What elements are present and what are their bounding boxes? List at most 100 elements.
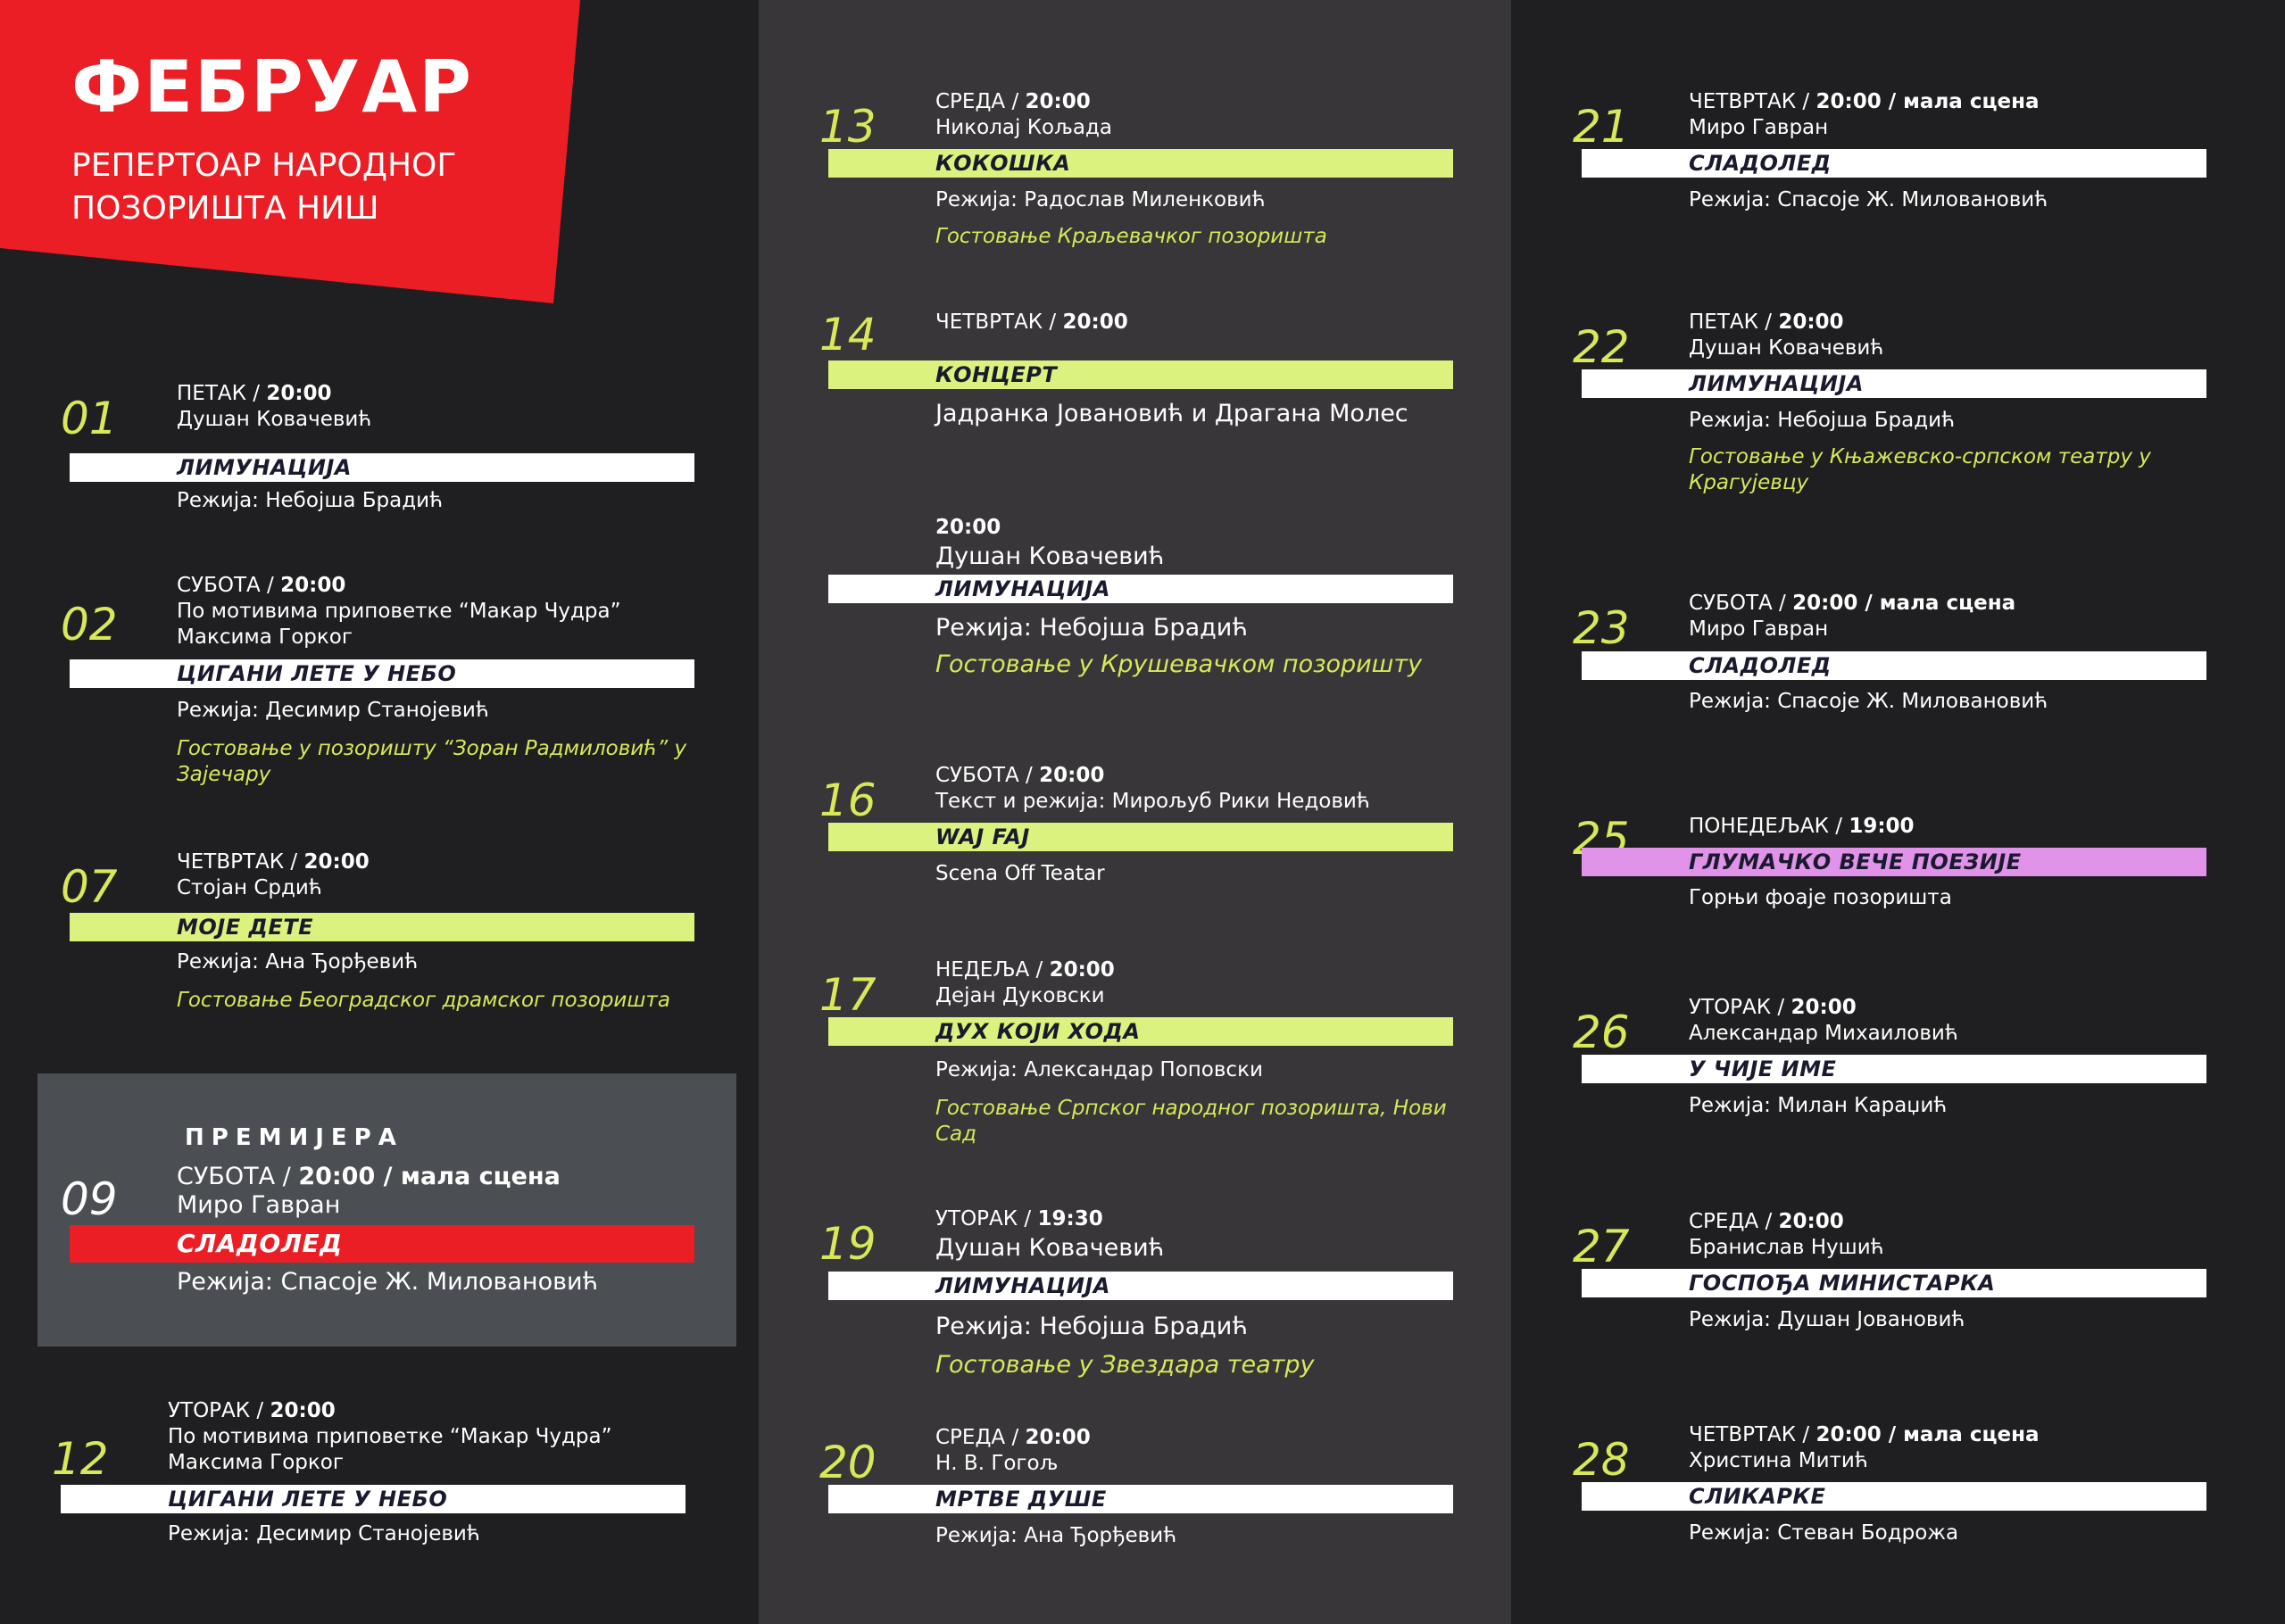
date-number: 16 xyxy=(819,775,877,826)
date-number: 23 xyxy=(1573,602,1630,654)
author-line: Стојан Срдић xyxy=(177,876,322,899)
date-number: 26 xyxy=(1573,1007,1630,1058)
schedule-entry: 20:00 Душан Ковачевић ЛИМУНАЦИЈА Режија: Не… xyxy=(819,518,1462,714)
schedule-entry: 13 СРЕДА / 20:00 Николај Кољада КОКОШКА Режи… xyxy=(819,92,1462,288)
title-bar: ГЛУМАЧКО ВЕЧЕ ПОЕЗИЈЕ xyxy=(1582,848,2206,876)
day-time-line: СУБОТА / 20:00 xyxy=(177,574,346,597)
director-line: Режија: Десимир Станојевић xyxy=(177,699,489,722)
schedule-entry: 25 ПОНЕДЕЉАК / 19:00 ГЛУМАЧКО ВЕЧЕ ПОЕЗИЈЕ… xyxy=(1573,816,2215,1013)
play-title: ЛИМУНАЦИЈА xyxy=(1689,371,1864,396)
director-line: Режија: Стеван Бодрожа xyxy=(1689,1521,1959,1545)
title-bar: ДУХ КОЈИ ХОДА xyxy=(828,1017,1453,1046)
guest-note: Гостовање у Звездара театру xyxy=(935,1351,1315,1379)
day-time-line: 20:00 xyxy=(935,516,1001,539)
director-line: Режија: Небојша Брадић xyxy=(1689,409,1956,432)
title-bar: СЛАДОЛЕД xyxy=(1582,651,2206,680)
play-title: ЦИГАНИ ЛЕТЕ У НЕБО xyxy=(177,661,457,686)
schedule-entry: 12 УТОРАК / 20:00 По мотивима приповетке “… xyxy=(52,1401,694,1597)
day-time-line: ЧЕТВРТАК / 20:00 / мала сцена xyxy=(1689,90,2040,113)
author-line: Душан Ковачевић xyxy=(1689,336,1884,360)
author-line: Душан Ковачевић xyxy=(935,1234,1165,1262)
director-line: Режија: Милан Караџић xyxy=(1689,1094,1948,1117)
guest-note: Гостовање у Књажевско-српском театру у К… xyxy=(1689,445,2151,494)
director-line: Режија: Небојша Брадић xyxy=(177,489,444,512)
page-subtitle-line1: РЕПЕРТОАР НАРОДНОГ xyxy=(71,147,457,184)
author-line: Миро Гавран xyxy=(1689,617,1829,641)
day-time-line: ЧЕТВРТАК / 20:00 xyxy=(935,311,1128,334)
title-bar: ЛИМУНАЦИЈА xyxy=(828,575,1453,603)
day-time-line: СРЕДА / 20:00 xyxy=(935,90,1091,113)
page-subtitle-line2: ПОЗОРИШТА НИШ xyxy=(71,190,379,227)
title-bar: СЛИКАРКЕ xyxy=(1582,1482,2206,1511)
day-time-line: ПОНЕДЕЉАК / 19:00 xyxy=(1689,815,1915,838)
title-bar: ЛИМУНАЦИЈА xyxy=(828,1272,1453,1300)
day-time-line: ПЕТАК / 20:00 xyxy=(177,382,332,405)
title-bar: WAJ FAJ xyxy=(828,823,1453,851)
director-line: Режија: Небојша Брадић xyxy=(935,1313,1248,1340)
schedule-entry: 26 УТОРАК / 20:00 Александар Михаиловић У Ч… xyxy=(1573,998,2215,1194)
play-title: ЛИМУНАЦИЈА xyxy=(177,455,352,480)
middle-column-background xyxy=(759,0,1511,1624)
title-bar: СЛАДОЛЕД xyxy=(1582,149,2206,178)
schedule-entry: 14 ЧЕТВРТАК / 20:00 КОНЦЕРТ Јадранка Јовано… xyxy=(819,312,1462,509)
schedule-entry: 07 ЧЕТВРТАК / 20:00 Стојан Срдић МОЈЕ ДЕТЕ Р… xyxy=(61,852,703,1048)
author-line: По мотивима приповетке “Макар Чудра” xyxy=(168,1425,612,1448)
day-time-line: ЧЕТВРТАК / 20:00 xyxy=(177,850,370,874)
day-time-line: СУБОТА / 20:00 xyxy=(935,764,1105,787)
play-title: СЛАДОЛЕД xyxy=(1689,151,1832,176)
date-number: 27 xyxy=(1573,1221,1630,1272)
title-bar: ГОСПОЂА МИНИСТАРКА xyxy=(1582,1269,2206,1297)
title-bar: КОКОШКА xyxy=(828,149,1453,178)
date-number: 12 xyxy=(52,1433,109,1485)
date-number: 02 xyxy=(61,599,118,650)
schedule-entry: 20 СРЕДА / 20:00 Н. В. Гогољ МРТВЕ ДУШЕ Режи… xyxy=(819,1428,1462,1624)
director-line: Режија: Душан Јовановић xyxy=(1689,1308,1965,1331)
title-bar: ЛИМУНАЦИЈА xyxy=(70,453,694,482)
premiere-highlight-box xyxy=(37,1073,736,1346)
title-bar: МРТВЕ ДУШЕ xyxy=(828,1485,1453,1513)
author-line: Бранислав Нушић xyxy=(1689,1236,1884,1259)
author-line: Душан Ковачевић xyxy=(177,408,372,431)
premiere-label: ПРЕМИЈЕРА xyxy=(185,1124,403,1151)
author-line: Миро Гавран xyxy=(177,1191,341,1219)
author-line: Александар Михаиловић xyxy=(1689,1022,1958,1045)
play-title: ДУХ КОЈИ ХОДА xyxy=(935,1019,1141,1044)
day-time-line: УТОРАК / 20:00 xyxy=(168,1399,336,1422)
date-number: 21 xyxy=(1573,101,1630,153)
author-line: По мотивима приповетке “Макар Чудра” xyxy=(177,600,621,623)
guest-note: Гостовање Српског народног позоришта, Но… xyxy=(935,1097,1447,1146)
title-bar: У ЧИЈЕ ИМЕ xyxy=(1582,1055,2206,1083)
author-line: Николај Кољада xyxy=(935,116,1112,139)
schedule-entry: 01 ПЕТАК / 20:00 Душан Ковачевић ЛИМУНАЦИЈА… xyxy=(61,384,703,580)
date-number: 17 xyxy=(819,969,877,1021)
date-number: 28 xyxy=(1573,1434,1630,1486)
author-line: Миро Гавран xyxy=(1689,116,1829,139)
schedule-entry: 23 СУБОТА / 20:00 / мала сцена Миро Гавран… xyxy=(1573,593,2215,790)
director-line: Режија: Десимир Станојевић xyxy=(168,1522,480,1545)
title-bar: ЦИГАНИ ЛЕТЕ У НЕБО xyxy=(61,1485,686,1513)
date-number: 01 xyxy=(61,393,118,444)
title-bar: КОНЦЕРТ xyxy=(828,360,1453,389)
schedule-entry: 09 СУБОТА / 20:00 / мала сцена Миро Гавран… xyxy=(61,1164,703,1361)
author-line: Текст и режија: Мирољуб Рики Недовић xyxy=(935,790,1370,813)
schedule-entry: 28 ЧЕТВРТАК / 20:00 / мала сцена Христина … xyxy=(1573,1425,2215,1621)
right-column-background xyxy=(1511,0,2285,1624)
date-number: 13 xyxy=(819,101,877,153)
schedule-entry: 17 НЕДЕЉА / 20:00 Дејан Дуковски ДУХ КОЈИ Х… xyxy=(819,960,1462,1156)
guest-note: Гостовање Београдског драмског позоришта xyxy=(177,989,670,1012)
date-number: 09 xyxy=(61,1173,118,1225)
title-bar: СЛАДОЛЕД xyxy=(70,1225,694,1263)
schedule-entry: 16 СУБОТА / 20:00 Текст и режија: Мирољуб … xyxy=(819,766,1462,962)
play-title: МОЈЕ ДЕТЕ xyxy=(177,915,313,940)
day-time-line: ЧЕТВРТАК / 20:00 / мала сцена xyxy=(1689,1423,2040,1446)
title-bar: ЛИМУНАЦИЈА xyxy=(1582,369,2206,398)
play-title: WAJ FAJ xyxy=(935,824,1030,849)
schedule-entry: 19 УТОРАК / 19:30 Душан Ковачевић ЛИМУНАЦИЈ… xyxy=(819,1209,1462,1405)
author-line: Душан Ковачевић xyxy=(935,543,1165,570)
day-time-line: СРЕДА / 20:00 xyxy=(935,1426,1091,1449)
date-number: 20 xyxy=(819,1437,877,1488)
director-line: Режија: Спасоје Ж. Миловановић xyxy=(1689,690,2048,713)
header-banner xyxy=(0,0,580,303)
author-line: Дејан Дуковски xyxy=(935,984,1105,1007)
schedule-entry: 02 СУБОТА / 20:00 По мотивима приповетке “… xyxy=(61,574,703,786)
